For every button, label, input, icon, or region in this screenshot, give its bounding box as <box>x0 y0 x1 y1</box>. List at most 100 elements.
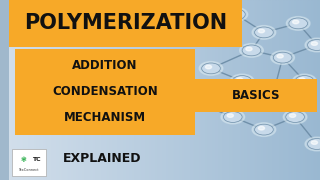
Bar <box>153 0 155 180</box>
Bar <box>233 0 234 180</box>
Bar <box>161 0 163 180</box>
Bar <box>231 0 233 180</box>
Circle shape <box>227 9 245 20</box>
Bar <box>18 0 20 180</box>
Bar <box>82 0 83 180</box>
Bar <box>119 0 121 180</box>
Bar <box>146 0 147 180</box>
Bar <box>301 0 303 180</box>
Bar <box>40 0 41 180</box>
Circle shape <box>227 114 233 117</box>
Bar <box>250 0 252 180</box>
Bar <box>110 0 111 180</box>
Circle shape <box>286 17 310 30</box>
FancyBboxPatch shape <box>9 0 242 47</box>
Bar <box>171 0 172 180</box>
Bar <box>293 0 295 180</box>
Circle shape <box>308 139 320 149</box>
Bar <box>185 0 186 180</box>
Bar <box>209 0 211 180</box>
Circle shape <box>268 90 274 94</box>
Bar <box>203 0 205 180</box>
Circle shape <box>202 63 220 74</box>
Bar <box>286 0 287 180</box>
Bar <box>140 0 141 180</box>
Bar <box>77 0 79 180</box>
Bar <box>29 0 30 180</box>
Bar <box>175 0 177 180</box>
Bar <box>291 0 292 180</box>
Bar <box>208 0 209 180</box>
Bar <box>54 0 55 180</box>
Bar <box>15 0 16 180</box>
Bar <box>206 0 208 180</box>
Bar <box>79 0 80 180</box>
Bar <box>300 0 301 180</box>
Circle shape <box>299 78 305 81</box>
Bar <box>125 0 127 180</box>
Bar <box>217 0 219 180</box>
Bar <box>178 0 180 180</box>
Text: ADDITION: ADDITION <box>72 59 138 72</box>
Circle shape <box>283 110 307 124</box>
Bar <box>266 0 267 180</box>
Bar <box>35 0 36 180</box>
Text: TC: TC <box>32 157 41 162</box>
Text: POLYMERIZATION: POLYMERIZATION <box>24 13 227 33</box>
Bar <box>150 0 152 180</box>
Bar <box>230 0 231 180</box>
Bar <box>138 0 140 180</box>
Bar <box>71 0 72 180</box>
Text: ❃: ❃ <box>21 157 27 163</box>
Circle shape <box>277 54 283 58</box>
Circle shape <box>223 112 242 122</box>
Circle shape <box>258 126 265 130</box>
Bar <box>241 0 242 180</box>
Circle shape <box>230 11 236 15</box>
Bar <box>85 0 86 180</box>
Bar <box>38 0 40 180</box>
Bar <box>234 0 236 180</box>
Bar <box>156 0 158 180</box>
Bar <box>32 0 34 180</box>
Bar <box>20 0 21 180</box>
Circle shape <box>240 44 263 57</box>
Bar <box>309 0 311 180</box>
Bar <box>317 0 318 180</box>
Bar <box>141 0 142 180</box>
Circle shape <box>292 74 316 88</box>
Circle shape <box>273 52 292 63</box>
Bar <box>99 0 100 180</box>
Bar <box>121 0 122 180</box>
Bar <box>292 0 293 180</box>
Circle shape <box>196 101 202 105</box>
Circle shape <box>264 88 283 99</box>
Bar <box>57 0 58 180</box>
Bar <box>107 0 108 180</box>
Circle shape <box>305 38 320 52</box>
Bar <box>51 0 52 180</box>
Circle shape <box>252 26 276 39</box>
Bar <box>273 0 275 180</box>
Bar <box>90 0 91 180</box>
Bar <box>306 0 308 180</box>
Bar <box>26 0 27 180</box>
Bar <box>164 0 166 180</box>
Bar <box>189 0 191 180</box>
Bar <box>74 0 76 180</box>
Bar <box>186 0 188 180</box>
Bar <box>83 0 85 180</box>
Bar <box>104 0 105 180</box>
Circle shape <box>224 8 248 21</box>
Bar <box>72 0 74 180</box>
Bar <box>279 0 281 180</box>
Circle shape <box>271 51 294 64</box>
Bar <box>237 0 239 180</box>
Bar <box>86 0 88 180</box>
Bar <box>13 0 15 180</box>
Bar <box>102 0 104 180</box>
Bar <box>52 0 54 180</box>
FancyBboxPatch shape <box>196 79 317 112</box>
Bar <box>180 0 181 180</box>
Text: TexConnect: TexConnect <box>19 168 39 172</box>
